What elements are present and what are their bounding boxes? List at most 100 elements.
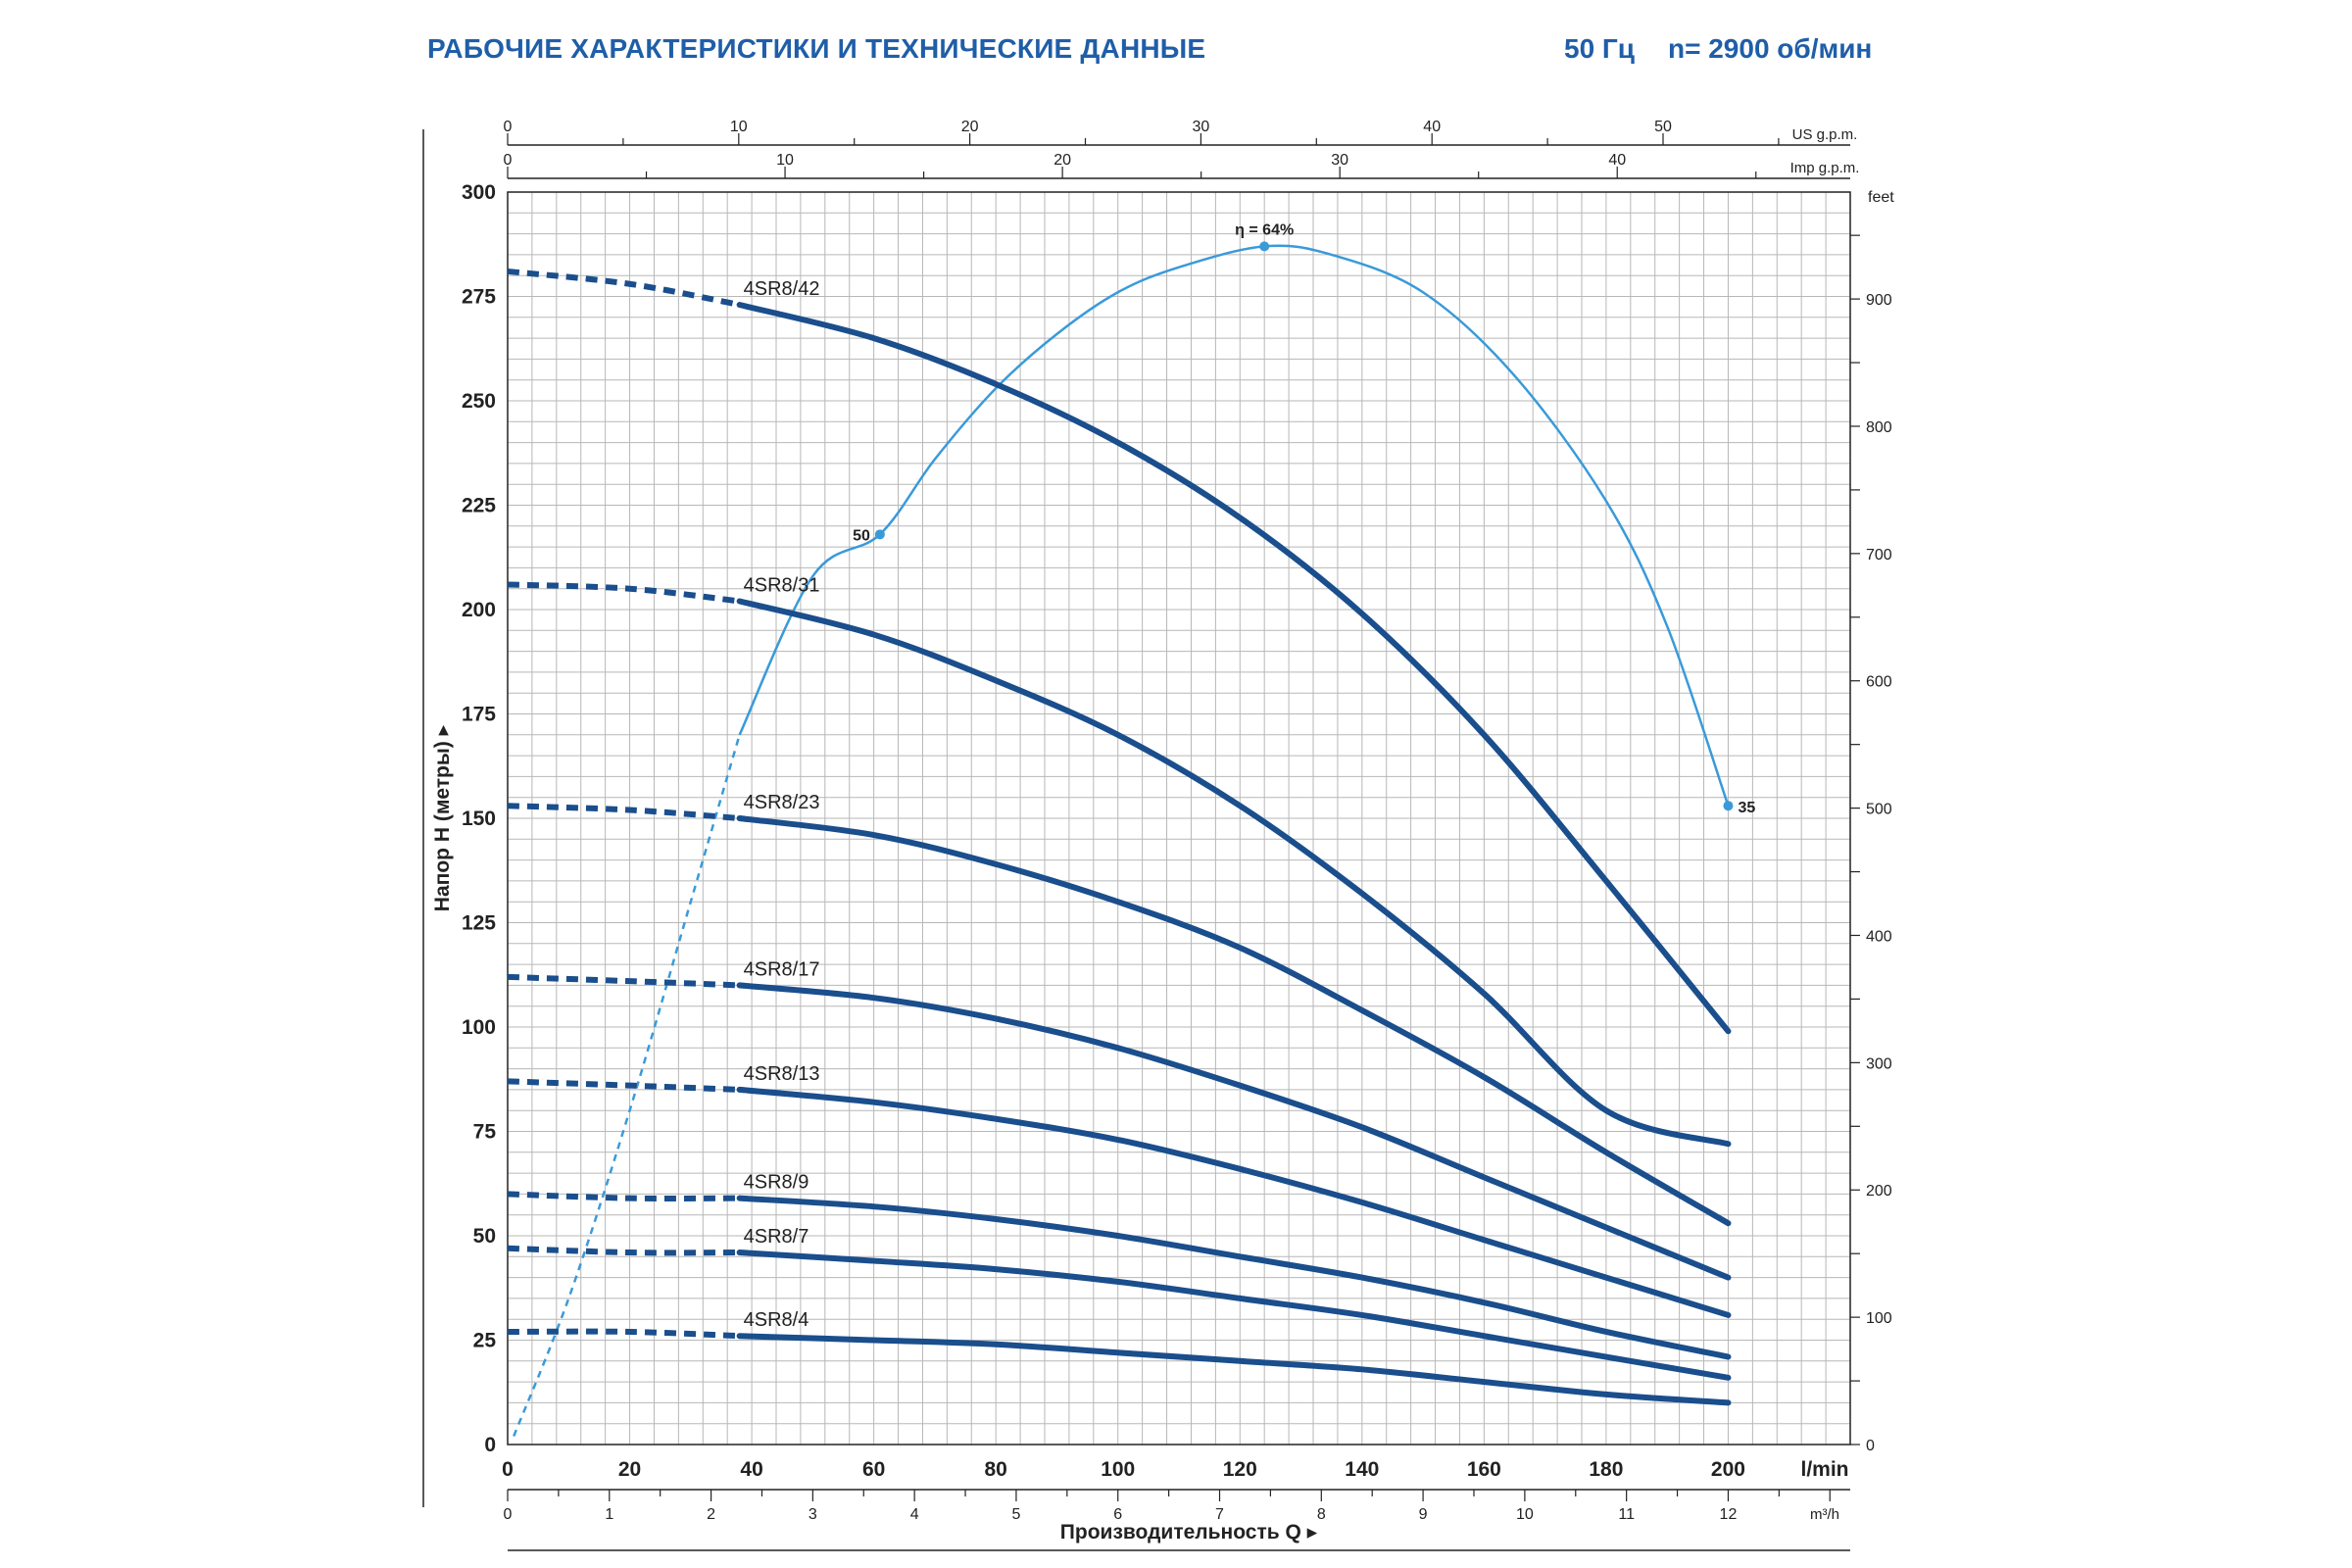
y-tick-label: 75 [473,1121,497,1144]
feet-tick-label: 800 [1866,419,1892,436]
x-unit-label: l/min [1800,1458,1848,1481]
x-tick-label: 180 [1589,1458,1623,1481]
pump-curve [736,1086,1732,1318]
usgpm-unit-label: US g.p.m. [1792,126,1858,143]
y-tick-label: 275 [462,286,496,309]
pump-curve-dashed [507,973,740,989]
pump-curve-label: 4SR8/9 [744,1172,809,1194]
m3h-tick-label: 4 [910,1506,919,1523]
feet-tick-label: 0 [1866,1438,1875,1454]
m3h-tick-label: 11 [1618,1506,1635,1523]
pump-curve [736,815,1732,1227]
pump-curve-dashed [507,1328,740,1340]
impgpm-tick-label: 40 [1608,152,1626,169]
pump-curve-dashed [507,1191,740,1201]
usgpm-tick-label: 50 [1654,119,1672,135]
pump-curve-label: 4SR8/17 [744,958,820,980]
x-tick-label: 40 [740,1458,762,1481]
y-tick-label: 175 [462,704,496,726]
m3h-tick-label: 0 [504,1506,513,1523]
frequency-label: 50 Гц [1564,33,1636,64]
impgpm-tick-label: 10 [776,152,794,169]
x-tick-label: 80 [985,1458,1007,1481]
pump-curve-dashed [507,1078,740,1093]
feet-tick-label: 200 [1866,1183,1892,1200]
m3h-tick-label: 1 [605,1506,613,1523]
pump-curve-dashed [507,581,740,605]
m3h-tick-label: 8 [1317,1506,1326,1523]
efficiency-point [874,529,885,540]
m3h-tick-label: 9 [1419,1506,1428,1523]
x-tick-label: 200 [1711,1458,1745,1481]
feet-tick-label: 600 [1866,674,1892,691]
y-tick-label: 100 [462,1016,496,1039]
impgpm-tick-label: 0 [504,152,513,169]
x-tick-label: 20 [618,1458,641,1481]
feet-tick-label: 300 [1866,1055,1892,1072]
feet-unit-label: feet [1868,189,1894,206]
usgpm-tick-label: 30 [1193,119,1210,135]
impgpm-tick-label: 30 [1331,152,1348,169]
impgpm-tick-label: 20 [1054,152,1071,169]
m3h-tick-label: 2 [707,1506,715,1523]
efficiency-point [1259,241,1270,252]
x-tick-label: 60 [862,1458,885,1481]
pump-curve [736,598,1732,1148]
impgpm-unit-label: Imp g.p.m. [1790,160,1860,176]
y-tick-label: 50 [473,1225,496,1248]
efficiency-curve-dashed [513,734,741,1437]
usgpm-tick-label: 20 [961,119,979,135]
speed-label: n= 2900 об/мин [1668,33,1873,64]
usgpm-tick-label: 40 [1423,119,1441,135]
feet-tick-label: 700 [1866,547,1892,564]
pump-curve-label: 4SR8/31 [744,574,820,596]
pump-curve [736,1333,1732,1406]
y-tick-label: 300 [462,181,496,204]
feet-tick-label: 500 [1866,802,1892,818]
feet-tick-label: 400 [1866,928,1892,945]
pump-curve-label: 4SR8/7 [744,1226,809,1248]
feet-tick-label: 100 [1866,1310,1892,1327]
m3h-tick-label: 7 [1215,1506,1224,1523]
usgpm-tick-label: 0 [504,119,513,135]
pump-curve [736,1250,1732,1381]
efficiency-label: 50 [853,527,870,544]
m3h-unit-label: m³/h [1810,1506,1839,1523]
efficiency-label: 35 [1738,800,1755,816]
efficiency-point [1723,801,1734,811]
usgpm-tick-label: 10 [730,119,748,135]
m3h-tick-label: 10 [1516,1506,1534,1523]
pump-curve [736,1195,1732,1360]
efficiency-curve [738,244,1730,807]
y-tick-label: 0 [484,1434,496,1456]
y-tick-label: 125 [462,912,496,935]
pump-curve-label: 4SR8/23 [744,792,820,813]
x-axis-title: Производительность Q ▸ [1060,1521,1318,1544]
pump-curve-label: 4SR8/42 [744,278,820,300]
m3h-tick-label: 3 [808,1506,817,1523]
pump-curve-dashed [507,1245,740,1256]
pump-curve-label: 4SR8/13 [744,1063,820,1085]
y-tick-label: 225 [462,495,496,517]
pump-curve-dashed [507,803,740,821]
x-tick-label: 160 [1467,1458,1501,1481]
page-title: РАБОЧИЕ ХАРАКТЕРИСТИКИ И ТЕХНИЧЕСКИЕ ДАН… [427,33,1206,64]
pump-curve-dashed [507,268,741,308]
x-tick-label: 140 [1345,1458,1379,1481]
y-tick-label: 25 [473,1330,497,1352]
y-tick-label: 150 [462,808,496,830]
pump-curve-label: 4SR8/4 [744,1309,809,1331]
efficiency-label: η = 64% [1235,221,1294,238]
m3h-tick-label: 12 [1720,1506,1738,1523]
m3h-tick-label: 6 [1113,1506,1122,1523]
pump-curve [736,302,1732,1035]
y-axis-title: Напор H (метры) ▸ [431,724,454,911]
y-tick-label: 250 [462,390,496,413]
x-tick-label: 100 [1101,1458,1135,1481]
x-tick-label: 120 [1223,1458,1257,1481]
feet-tick-label: 900 [1866,292,1892,309]
pump-curve [736,982,1732,1281]
plot-frame [507,191,1851,1446]
x-tick-label: 0 [502,1458,514,1481]
